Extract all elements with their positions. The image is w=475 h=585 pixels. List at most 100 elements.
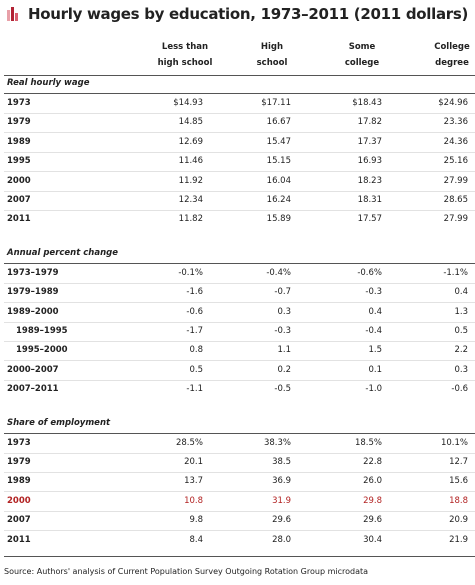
row-rule <box>4 472 475 473</box>
row-label: 1995–2000 <box>16 345 68 356</box>
row-label: 1989–1995 <box>16 326 68 336</box>
cell: 11.46 <box>178 156 203 167</box>
cell: 15.89 <box>266 214 291 225</box>
cell: 28.0 <box>272 534 291 545</box>
cell: $14.93 <box>173 98 203 108</box>
cell: 18.5% <box>354 437 382 448</box>
column-header: College <box>434 42 470 52</box>
cell: 16.04 <box>266 175 291 186</box>
cell: 9.8 <box>189 515 203 526</box>
cell: -0.6 <box>451 384 468 395</box>
cell: 11.92 <box>178 175 203 186</box>
cell: 20.9 <box>449 515 468 526</box>
source: Source: Authors' analysis of Current Pop… <box>4 567 369 576</box>
row-rule <box>4 452 475 454</box>
row-label: 1973 <box>7 437 31 448</box>
cell: 28.5% <box>175 437 203 448</box>
row-label: 2007 <box>7 195 31 205</box>
cell: 29.6 <box>272 515 291 526</box>
row-rule <box>4 190 475 192</box>
cell: 13.7 <box>184 476 203 487</box>
cell: 18.8 <box>449 495 468 506</box>
cell: 15.6 <box>449 476 468 487</box>
cell: -1.0 <box>365 384 382 395</box>
cell: -1.1% <box>443 267 468 278</box>
row-label: 1973–1979 <box>7 267 59 278</box>
cell: 26.0 <box>363 476 382 487</box>
row-label: 1979 <box>7 117 31 128</box>
cell: 10.8 <box>184 495 203 506</box>
cell: 27.99 <box>443 175 468 186</box>
row-label: 1989–2000 <box>7 306 59 317</box>
cell: 20.1 <box>184 457 203 467</box>
cell: 12.69 <box>178 136 203 147</box>
cell: 1.1 <box>277 345 291 356</box>
section-rule <box>4 432 475 434</box>
row-rule <box>4 282 475 284</box>
section-rule <box>4 93 475 94</box>
row-label: 2007–2011 <box>7 384 59 395</box>
cell: 38.3% <box>263 437 291 448</box>
row-rule <box>4 341 475 342</box>
cell: 15.47 <box>266 136 291 147</box>
cell: 10.1% <box>440 437 468 448</box>
column-header: High <box>260 42 284 52</box>
title-icon <box>7 7 18 21</box>
cell: 0.3 <box>454 364 468 375</box>
row-rule <box>4 530 475 532</box>
row-label: 2011 <box>7 534 31 545</box>
column-header: Some <box>348 42 376 52</box>
cell: 8.4 <box>189 534 203 545</box>
cell: 0.2 <box>277 364 291 375</box>
cell: 1.3 <box>454 306 468 317</box>
cell: 21.9 <box>449 534 468 545</box>
row-rule <box>4 491 475 493</box>
row-label: 1995 <box>7 156 31 167</box>
cell: 28.65 <box>443 195 468 205</box>
cell: -0.1% <box>178 267 203 278</box>
cell: 17.37 <box>357 136 382 147</box>
cell: 12.7 <box>449 457 468 467</box>
section-title: Annual percent change <box>7 247 118 258</box>
row-rule <box>4 132 475 134</box>
row-label: 1989 <box>7 476 31 487</box>
cell: 17.82 <box>357 117 382 128</box>
cell: -0.5 <box>274 384 291 395</box>
cell: $18.43 <box>352 98 382 108</box>
cell: 1.5 <box>368 345 382 356</box>
cell: 31.9 <box>272 495 291 506</box>
cell: 15.15 <box>266 156 291 167</box>
cell: -0.6% <box>357 267 382 278</box>
cell: 23.36 <box>443 117 468 128</box>
cell: -1.1 <box>186 384 203 395</box>
section-rule <box>4 262 475 264</box>
row-rule <box>4 151 475 153</box>
cell: 16.24 <box>266 195 291 205</box>
column-header: high school <box>157 58 213 68</box>
cell: -0.4% <box>266 267 291 278</box>
cell: 16.67 <box>266 117 291 128</box>
cell: $24.96 <box>438 98 468 108</box>
cell: -0.7 <box>274 287 291 298</box>
row-rule <box>4 360 475 362</box>
cell: -1.7 <box>186 326 203 336</box>
cell: 0.8 <box>189 345 203 356</box>
cell: 18.23 <box>357 175 382 186</box>
row-label: 2000 <box>7 175 31 186</box>
cell: 14.85 <box>178 117 203 128</box>
cell: 18.31 <box>357 195 382 205</box>
row-label: 2011 <box>7 214 31 225</box>
section-title: Real hourly wage <box>7 78 90 88</box>
cell: 12.34 <box>178 195 203 205</box>
row-rule <box>4 321 475 323</box>
cell: 22.8 <box>363 457 382 467</box>
cell: 2.2 <box>454 345 468 356</box>
cell: -0.3 <box>365 287 382 298</box>
cell: 0.4 <box>368 306 382 317</box>
row-rule <box>4 510 475 512</box>
cell: -0.3 <box>274 326 291 336</box>
row-label: 2000 <box>7 495 31 506</box>
row-rule <box>4 113 475 114</box>
cell: 27.99 <box>443 214 468 225</box>
